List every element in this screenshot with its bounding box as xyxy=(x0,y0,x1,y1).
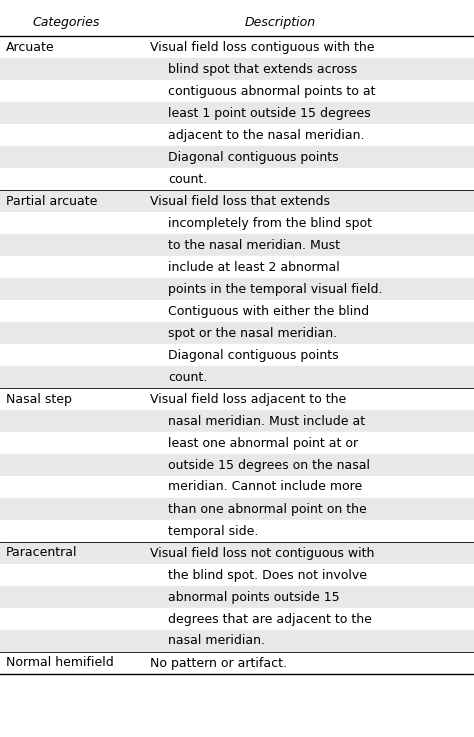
Text: include at least 2 abnormal: include at least 2 abnormal xyxy=(168,260,340,273)
Text: Visual field loss adjacent to the: Visual field loss adjacent to the xyxy=(150,393,346,405)
Text: to the nasal meridian. Must: to the nasal meridian. Must xyxy=(168,239,340,251)
Bar xyxy=(0,146,474,168)
Bar xyxy=(0,256,474,278)
Text: blind spot that extends across: blind spot that extends across xyxy=(168,63,357,75)
Text: least 1 point outside 15 degrees: least 1 point outside 15 degrees xyxy=(168,107,371,119)
Bar xyxy=(0,410,474,432)
Text: count.: count. xyxy=(168,371,207,383)
Text: nasal meridian.: nasal meridian. xyxy=(168,635,265,648)
Bar xyxy=(0,366,474,388)
Bar xyxy=(0,58,474,80)
Bar xyxy=(0,454,474,476)
Text: Visual field loss not contiguous with: Visual field loss not contiguous with xyxy=(150,547,374,559)
Bar xyxy=(0,234,474,256)
Bar xyxy=(0,476,474,498)
Text: count.: count. xyxy=(168,172,207,186)
Text: the blind spot. Does not involve: the blind spot. Does not involve xyxy=(168,568,367,581)
Bar xyxy=(0,432,474,454)
Text: Description: Description xyxy=(245,15,316,29)
Text: Visual field loss contiguous with the: Visual field loss contiguous with the xyxy=(150,41,374,54)
Bar xyxy=(0,652,474,674)
Bar xyxy=(0,168,474,190)
Bar xyxy=(0,388,474,410)
Text: than one abnormal point on the: than one abnormal point on the xyxy=(168,503,367,515)
Text: Partial arcuate: Partial arcuate xyxy=(6,195,97,208)
Bar xyxy=(0,300,474,322)
Bar xyxy=(0,102,474,124)
Text: least one abnormal point at or: least one abnormal point at or xyxy=(168,436,358,450)
Bar xyxy=(0,564,474,586)
Text: Nasal step: Nasal step xyxy=(6,393,72,405)
Text: Diagonal contiguous points: Diagonal contiguous points xyxy=(168,349,338,362)
Bar xyxy=(0,344,474,366)
Bar xyxy=(0,278,474,300)
Text: temporal side.: temporal side. xyxy=(168,525,258,537)
Text: adjacent to the nasal meridian.: adjacent to the nasal meridian. xyxy=(168,128,365,142)
Bar xyxy=(0,542,474,564)
Text: Diagonal contiguous points: Diagonal contiguous points xyxy=(168,150,338,164)
Text: Contiguous with either the blind: Contiguous with either the blind xyxy=(168,304,369,318)
Text: nasal meridian. Must include at: nasal meridian. Must include at xyxy=(168,414,365,427)
Text: Categories: Categories xyxy=(32,15,100,29)
Text: degrees that are adjacent to the: degrees that are adjacent to the xyxy=(168,612,372,626)
Bar xyxy=(0,36,474,58)
Bar xyxy=(0,212,474,234)
Text: spot or the nasal meridian.: spot or the nasal meridian. xyxy=(168,326,337,340)
Bar xyxy=(0,586,474,608)
Bar xyxy=(0,322,474,344)
Text: abnormal points outside 15: abnormal points outside 15 xyxy=(168,590,340,604)
Text: Paracentral: Paracentral xyxy=(6,547,78,559)
Text: contiguous abnormal points to at: contiguous abnormal points to at xyxy=(168,85,375,97)
Text: points in the temporal visual field.: points in the temporal visual field. xyxy=(168,282,383,296)
Bar xyxy=(0,8,474,36)
Text: No pattern or artifact.: No pattern or artifact. xyxy=(150,657,287,669)
Text: meridian. Cannot include more: meridian. Cannot include more xyxy=(168,481,362,494)
Bar xyxy=(0,190,474,212)
Bar xyxy=(0,520,474,542)
Bar xyxy=(0,608,474,630)
Text: outside 15 degrees on the nasal: outside 15 degrees on the nasal xyxy=(168,458,370,472)
Bar xyxy=(0,498,474,520)
Bar xyxy=(0,124,474,146)
Bar xyxy=(0,630,474,652)
Bar xyxy=(0,80,474,102)
Text: Normal hemifield: Normal hemifield xyxy=(6,657,114,669)
Text: Visual field loss that extends: Visual field loss that extends xyxy=(150,195,330,208)
Text: Arcuate: Arcuate xyxy=(6,41,55,54)
Text: incompletely from the blind spot: incompletely from the blind spot xyxy=(168,217,372,229)
